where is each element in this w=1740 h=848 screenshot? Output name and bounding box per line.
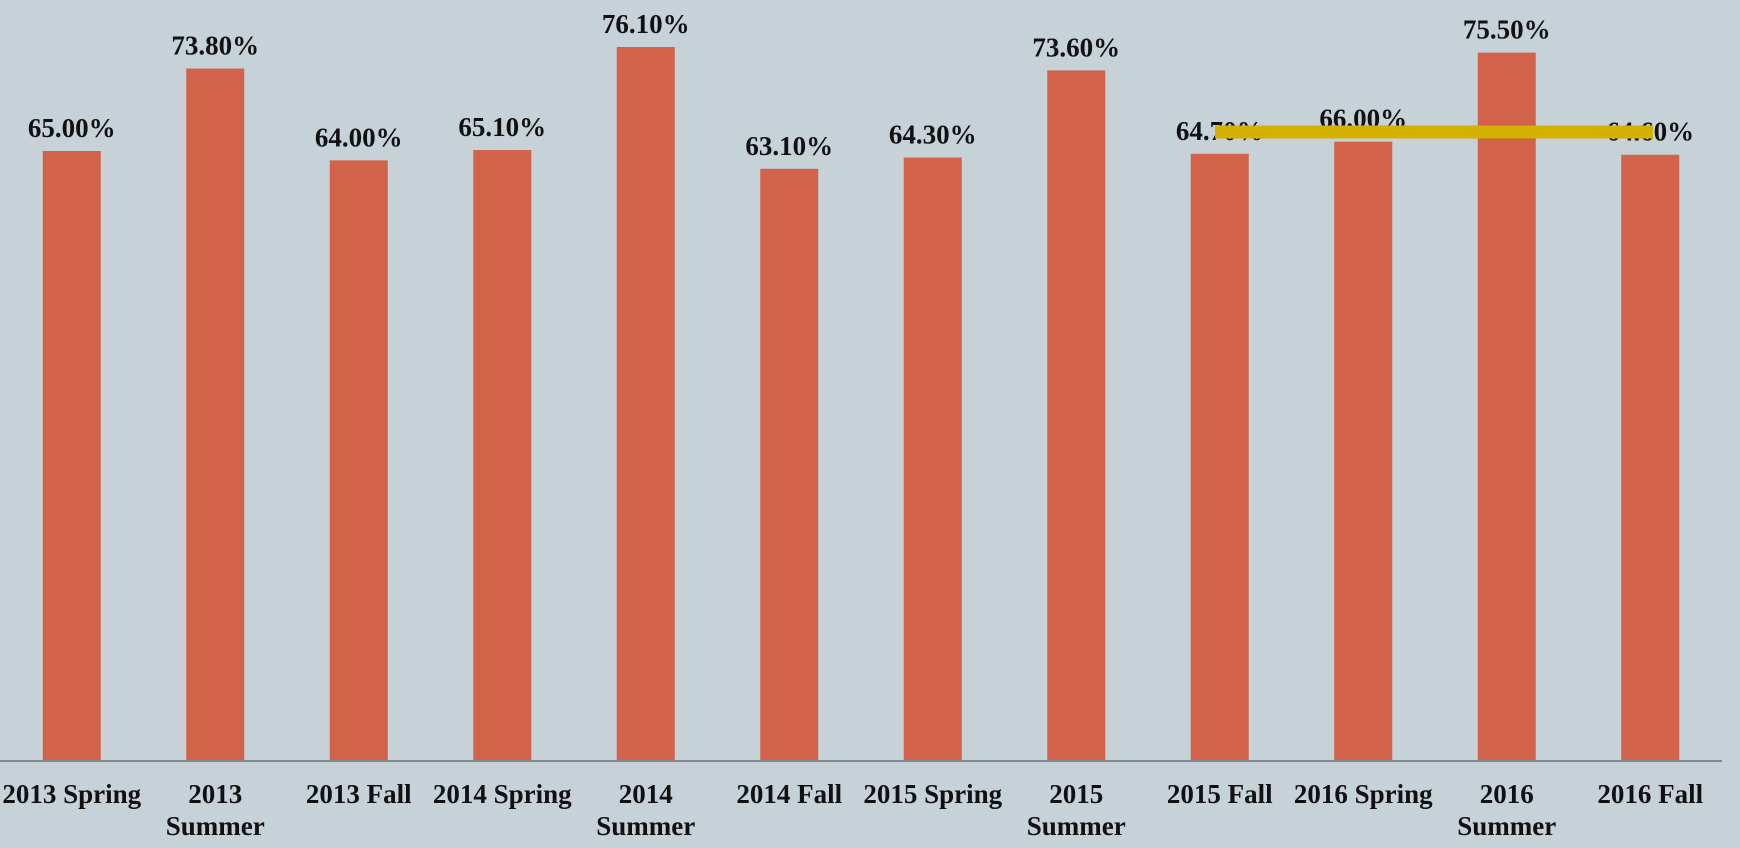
x-tick-label: 2015 Spring xyxy=(863,779,1003,809)
data-label: 73.60% xyxy=(1032,32,1120,62)
bar xyxy=(616,47,675,760)
data-label: 76.10% xyxy=(602,9,690,39)
x-tick-label: 2014 Spring xyxy=(432,779,572,809)
bar xyxy=(903,157,962,761)
bar xyxy=(1477,52,1536,760)
bar xyxy=(1047,70,1106,761)
data-label: 64.30% xyxy=(889,120,977,150)
bar xyxy=(1334,141,1393,760)
data-label: 65.00% xyxy=(28,113,116,143)
x-tick-label: 2016 Spring xyxy=(1293,779,1433,809)
bar xyxy=(329,160,388,761)
x-tick-label: 2015 Fall xyxy=(1166,779,1273,809)
x-tick-label: 2013 Fall xyxy=(305,779,412,809)
bar xyxy=(1621,154,1680,760)
bar xyxy=(473,150,532,760)
bar xyxy=(42,150,101,761)
x-tick-label: 2013 Spring xyxy=(2,779,142,809)
bar xyxy=(186,68,245,761)
x-tick-label: 2013 Summer xyxy=(165,779,265,841)
data-label: 64.00% xyxy=(315,122,403,152)
x-tick-label: 2014 Fall xyxy=(736,779,843,809)
bar xyxy=(760,168,819,760)
x-tick-label: 2015 Summer xyxy=(1026,779,1126,841)
data-label: 75.50% xyxy=(1463,15,1551,45)
x-tick-label: 2014 Summer xyxy=(596,779,696,841)
bar xyxy=(1190,153,1249,761)
x-tick-label: 2016 Summer xyxy=(1457,779,1557,841)
data-label: 73.80% xyxy=(171,31,259,61)
data-label: 63.10% xyxy=(745,131,833,161)
x-tick-label: 2016 Fall xyxy=(1597,779,1704,809)
data-label: 65.10% xyxy=(458,112,546,142)
